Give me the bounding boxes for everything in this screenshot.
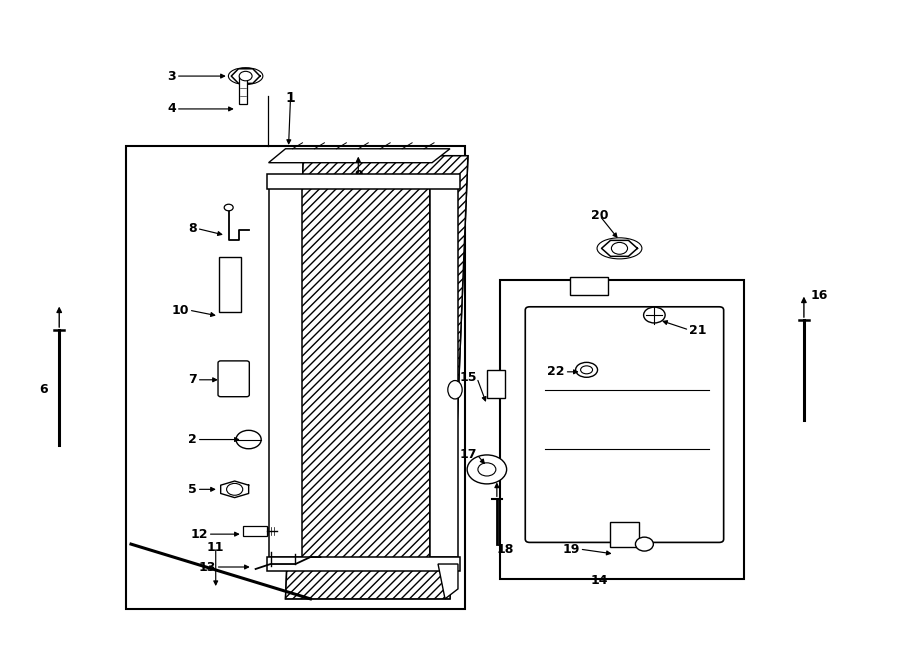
Circle shape [227, 483, 243, 495]
Bar [243, 526, 266, 537]
Bar [430, 186, 458, 557]
Text: 11: 11 [207, 541, 224, 553]
Polygon shape [220, 481, 248, 498]
Text: 5: 5 [188, 483, 197, 496]
Text: 18: 18 [496, 543, 514, 556]
Polygon shape [438, 564, 458, 599]
Circle shape [239, 71, 252, 81]
FancyBboxPatch shape [526, 307, 724, 543]
FancyBboxPatch shape [218, 361, 249, 397]
Text: 20: 20 [590, 209, 608, 222]
Text: 2: 2 [188, 433, 197, 446]
Bar [268, 186, 302, 557]
Text: 19: 19 [562, 543, 580, 556]
Text: 13: 13 [198, 561, 216, 574]
Text: 15: 15 [459, 371, 477, 384]
Text: 8: 8 [188, 222, 197, 235]
Text: 6: 6 [39, 383, 48, 396]
Polygon shape [285, 156, 468, 599]
Text: 3: 3 [167, 69, 176, 83]
Polygon shape [231, 69, 260, 83]
Ellipse shape [635, 537, 653, 551]
Polygon shape [285, 156, 468, 599]
Text: 10: 10 [171, 303, 189, 317]
Text: 7: 7 [188, 373, 197, 386]
Bar [301, 176, 430, 559]
Circle shape [478, 463, 496, 476]
Bar [609, 522, 639, 547]
Text: 21: 21 [689, 323, 706, 336]
Text: 16: 16 [810, 289, 827, 301]
Circle shape [224, 204, 233, 211]
Bar [238, 76, 247, 104]
Circle shape [644, 307, 665, 323]
Bar [570, 277, 608, 295]
Bar [266, 557, 460, 571]
Bar [487, 370, 505, 398]
Ellipse shape [448, 381, 463, 399]
Text: 4: 4 [167, 102, 176, 116]
Polygon shape [601, 241, 637, 256]
Polygon shape [268, 149, 450, 163]
Text: 1: 1 [285, 91, 295, 105]
Bar [219, 257, 240, 312]
Text: 17: 17 [459, 448, 477, 461]
Circle shape [611, 243, 627, 254]
Bar [301, 176, 430, 559]
Text: 22: 22 [547, 366, 564, 378]
Circle shape [236, 430, 261, 449]
Bar [126, 146, 465, 609]
Bar [301, 176, 430, 559]
Text: 9: 9 [354, 169, 363, 182]
Ellipse shape [580, 366, 592, 374]
Circle shape [467, 455, 507, 484]
Ellipse shape [576, 362, 598, 377]
Text: 12: 12 [190, 527, 208, 541]
Bar [266, 174, 460, 188]
Text: 14: 14 [590, 574, 608, 588]
Bar [500, 280, 744, 579]
